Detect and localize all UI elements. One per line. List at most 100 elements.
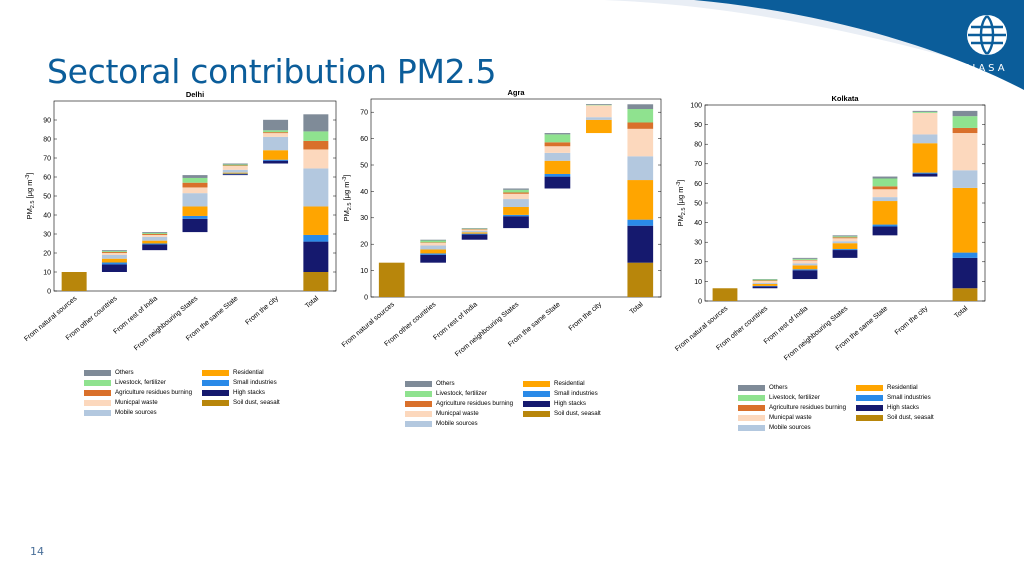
bar-segment-kolkata-total-high-stacks [952, 257, 978, 289]
bar-segment-delhi-total-municpal-waste [303, 149, 329, 169]
bar-segment-kolkata-from-the-same-state-others [872, 176, 898, 179]
bar-segment-kolkata-from-the-same-state-agriculture-residues-burning [872, 186, 898, 190]
bar-segment-delhi-from-rest-of-india-small-industries [142, 243, 168, 245]
bar-segment-agra-total-mobile-sources [627, 156, 654, 181]
bar-segment-delhi-from-the-city-municpal-waste [263, 133, 289, 137]
bar-segment-kolkata-from-the-same-state-residential [872, 201, 898, 225]
bar-segment-delhi-from-the-same-state-residential [222, 172, 248, 174]
chart-title-kolkata: Kolkata [831, 94, 859, 103]
bar-segment-kolkata-from-the-city-high-stacks [912, 173, 938, 177]
legend-label: Agriculture residues burning [436, 400, 514, 407]
chart-title-delhi: Delhi [186, 90, 204, 99]
y-axis-label: PM2.5 [μg m-3] [342, 175, 353, 222]
legend-label: Mobile sources [436, 420, 478, 427]
bar-segment-agra-from-the-city-others [586, 104, 612, 105]
legend-swatch [856, 415, 883, 421]
bar-segment-kolkata-from-neighbouring-states-high-stacks [832, 250, 858, 258]
bar-segment-kolkata-from-other-countries-residential [752, 283, 778, 286]
bar-segment-delhi-from-rest-of-india-municpal-waste [142, 234, 168, 237]
bar-segment-agra-from-neighbouring-states-small-industries [503, 214, 529, 217]
bar-segment-agra-from-other-countries-others [420, 239, 446, 241]
legend-swatch [84, 410, 111, 416]
legend-label: Livestock, fertilizer [769, 394, 820, 401]
bar-segment-delhi-from-other-countries-residential [101, 258, 127, 263]
bar-segment-agra-from-rest-of-india-municpal-waste [461, 229, 488, 231]
legend-swatch [84, 390, 111, 396]
bar-segment-delhi-from-rest-of-india-high-stacks [142, 244, 168, 251]
legend-label: High stacks [887, 404, 919, 411]
bar-segment-kolkata-from-rest-of-india-municpal-waste [792, 260, 818, 264]
bar-segment-delhi-from-the-same-state-others [222, 163, 248, 165]
bar-segment-agra-from-the-same-state-agriculture-residues-burning [544, 142, 571, 147]
bar-segment-agra-total-high-stacks [627, 225, 654, 263]
bar-segment-agra-from-the-same-state-high-stacks [544, 176, 571, 189]
bar-segment-delhi-from-rest-of-india-mobile-sources [142, 236, 168, 241]
bar-segment-delhi-total-residential [303, 206, 329, 235]
bar-segment-agra-from-the-city-residential [586, 119, 612, 134]
x-tick-label: Total [629, 301, 645, 316]
bar-segment-delhi-from-neighbouring-states-high-stacks [182, 218, 208, 233]
y-tick-label: 40 [43, 212, 51, 219]
legend-swatch [84, 400, 111, 406]
bar-segment-kolkata-from-the-city-livestock-fertilizer [912, 111, 938, 113]
legend-swatch [738, 405, 765, 411]
y-tick-label: 100 [690, 102, 702, 109]
bar-segment-agra-from-other-countries-livestock-fertilizer [420, 240, 446, 243]
legend-label: Agriculture residues burning [769, 404, 847, 411]
legend-label: Residential [887, 384, 918, 391]
bar-segment-kolkata-from-other-countries-municpal-waste [752, 281, 778, 283]
legend-label: Others [115, 369, 134, 376]
bar-segment-delhi-from-neighbouring-states-agriculture-residues-burning [182, 182, 208, 188]
bar-segment-agra-from-rest-of-india-livestock-fertilizer [461, 228, 488, 230]
bar-segment-kolkata-from-other-countries-high-stacks [752, 286, 778, 289]
bar-segment-kolkata-from-rest-of-india-small-industries [792, 269, 818, 271]
legend-swatch [405, 401, 432, 407]
y-tick-label: 90 [694, 122, 702, 129]
bar-segment-delhi-from-neighbouring-states-mobile-sources [182, 193, 208, 207]
iiasa-logo: IIASA [966, 15, 1007, 74]
bar-segment-agra-from-neighbouring-states-residential [503, 206, 529, 215]
chart-delhi: Delhi 0 10 20 30 40 50 60 70 80 90 PM2.5 [μg m-3] Fr… [23, 90, 337, 352]
legend-swatch [856, 395, 883, 401]
x-tick-label: From rest of India [432, 301, 479, 342]
bar-segment-delhi-from-the-city-mobile-sources [263, 136, 289, 151]
legend-label: Soil dust, seasalt [887, 414, 934, 421]
bar-segment-kolkata-total-municpal-waste [952, 133, 978, 171]
page-title: Sectoral contribution PM2.5 [47, 52, 497, 92]
bar-segment-agra-from-other-countries-municpal-waste [420, 242, 446, 246]
y-tick-label: 60 [43, 174, 51, 181]
bar-segment-delhi-from-the-city-livestock-fertilizer [263, 130, 289, 133]
bar-segment-agra-from-the-same-state-municpal-waste [544, 146, 571, 153]
y-tick-label: 0 [47, 288, 51, 295]
x-tick-label: From neighbouring States [783, 305, 850, 362]
bar-segment-delhi-from-the-city-small-industries [263, 159, 289, 161]
legend-label: Small industries [233, 379, 277, 386]
x-tick-label: From the city [568, 301, 604, 333]
legend-swatch [523, 391, 550, 397]
legend-swatch [405, 411, 432, 417]
bar-segment-kolkata-total-soil-dust-seasalt [952, 288, 978, 301]
bar-segment-kolkata-from-neighbouring-states-small-industries [832, 249, 858, 251]
bar-segment-kolkata-total-others [952, 110, 978, 117]
bar-segment-delhi-from-the-city-high-stacks [263, 160, 289, 164]
corner-decoration [604, 0, 1024, 90]
bar-segment-delhi-from-neighbouring-states-small-industries [182, 215, 208, 219]
legend-label: Others [436, 380, 455, 387]
bar-segment-kolkata-total-residential [952, 187, 978, 253]
bar-segment-kolkata-from-rest-of-india-mobile-sources [792, 263, 818, 266]
y-tick-label: 70 [694, 161, 702, 168]
bar-segment-kolkata-from-the-same-state-high-stacks [872, 226, 898, 236]
bar-segment-agra-from-the-same-state-mobile-sources [544, 152, 571, 161]
bar-segment-agra-total-municpal-waste [627, 128, 654, 157]
x-tick-label: From the city [244, 295, 280, 327]
y-tick-label: 30 [360, 215, 368, 222]
y-tick-label: 60 [694, 181, 702, 188]
bar-segment-agra-from-rest-of-india-agriculture-residues-burning [461, 229, 488, 230]
y-tick-label: 50 [694, 200, 702, 207]
legend-label: High stacks [233, 389, 265, 396]
legend-swatch [523, 411, 550, 417]
bar-segment-kolkata-from-the-city-others [912, 110, 938, 112]
bar-segment-agra-from-neighbouring-states-agriculture-residues-burning [503, 192, 529, 194]
bar-segment-agra-from-other-countries-small-industries [420, 253, 446, 255]
